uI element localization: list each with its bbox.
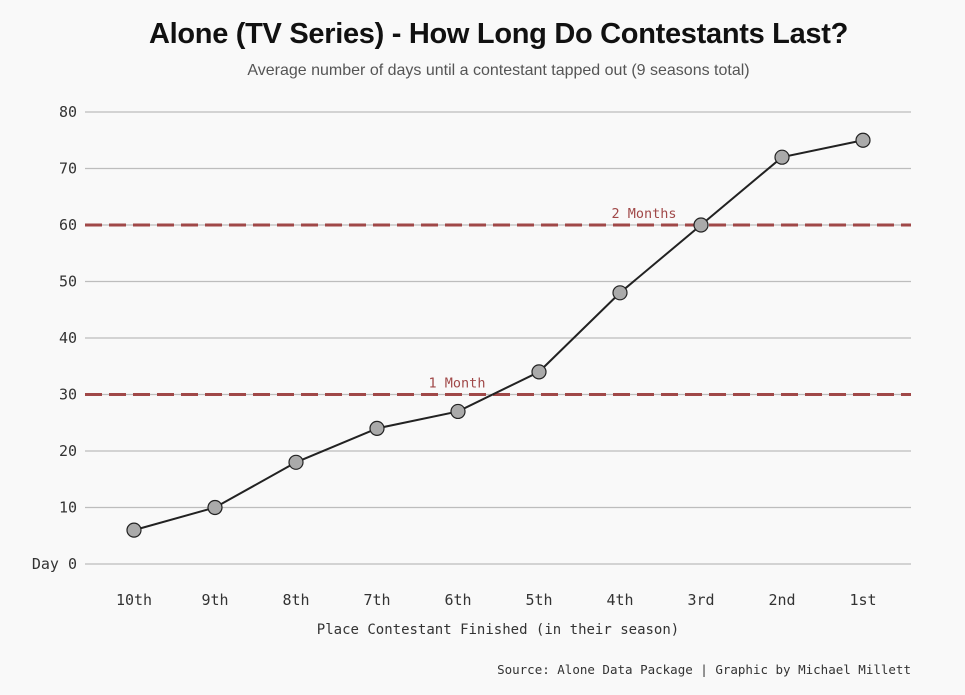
chart-title: Alone (TV Series) - How Long Do Contesta… [148,18,849,50]
data-point [369,420,385,436]
grid-lines [85,111,911,565]
reference-label: 2 Months [611,206,676,222]
y-tick-label: 80 [59,103,77,121]
reference-lines: 1 Month 2 Months [85,206,911,396]
x-tick-label: 8th [282,591,309,609]
x-tick-label: 4th [606,591,633,609]
data-series [126,132,871,538]
chart-subtitle: Average number of days until a contestan… [247,62,750,79]
x-tick-label: 5th [525,591,552,609]
data-point [855,132,871,148]
data-point [774,149,790,165]
data-point [693,217,709,233]
data-point [612,285,628,301]
y-tick-label: 10 [59,499,77,517]
x-tick-label: 6th [444,591,471,609]
data-point [531,364,547,380]
y-tick-label: 40 [59,329,77,347]
x-tick-label: 9th [201,591,228,609]
data-point [288,454,304,470]
y-tick-label: 50 [59,273,77,291]
data-point [207,499,223,516]
y-axis-ticks: Day 0 10 20 30 40 50 60 70 80 [32,103,77,573]
x-tick-label: 3rd [687,591,714,609]
y-tick-label: Day 0 [32,555,77,573]
y-tick-label: 30 [59,386,77,404]
x-tick-label: 1st [849,591,876,609]
x-tick-label: 10th [116,591,152,609]
y-tick-label: 70 [59,160,77,178]
x-tick-label: 2nd [768,591,795,609]
reference-label: 1 Month [429,376,486,392]
x-axis-ticks: 10th 9th 8th 7th 6th 5th 4th 3rd 2nd 1st [116,591,877,609]
source-caption: Source: Alone Data Package | Graphic by … [497,662,911,677]
x-axis-label: Place Contestant Finished (in their seas… [316,622,680,638]
y-tick-label: 60 [59,216,77,234]
series-line [133,139,864,532]
data-point [450,403,466,420]
y-tick-label: 20 [59,442,77,460]
data-point [126,522,142,538]
x-tick-label: 7th [363,591,390,609]
